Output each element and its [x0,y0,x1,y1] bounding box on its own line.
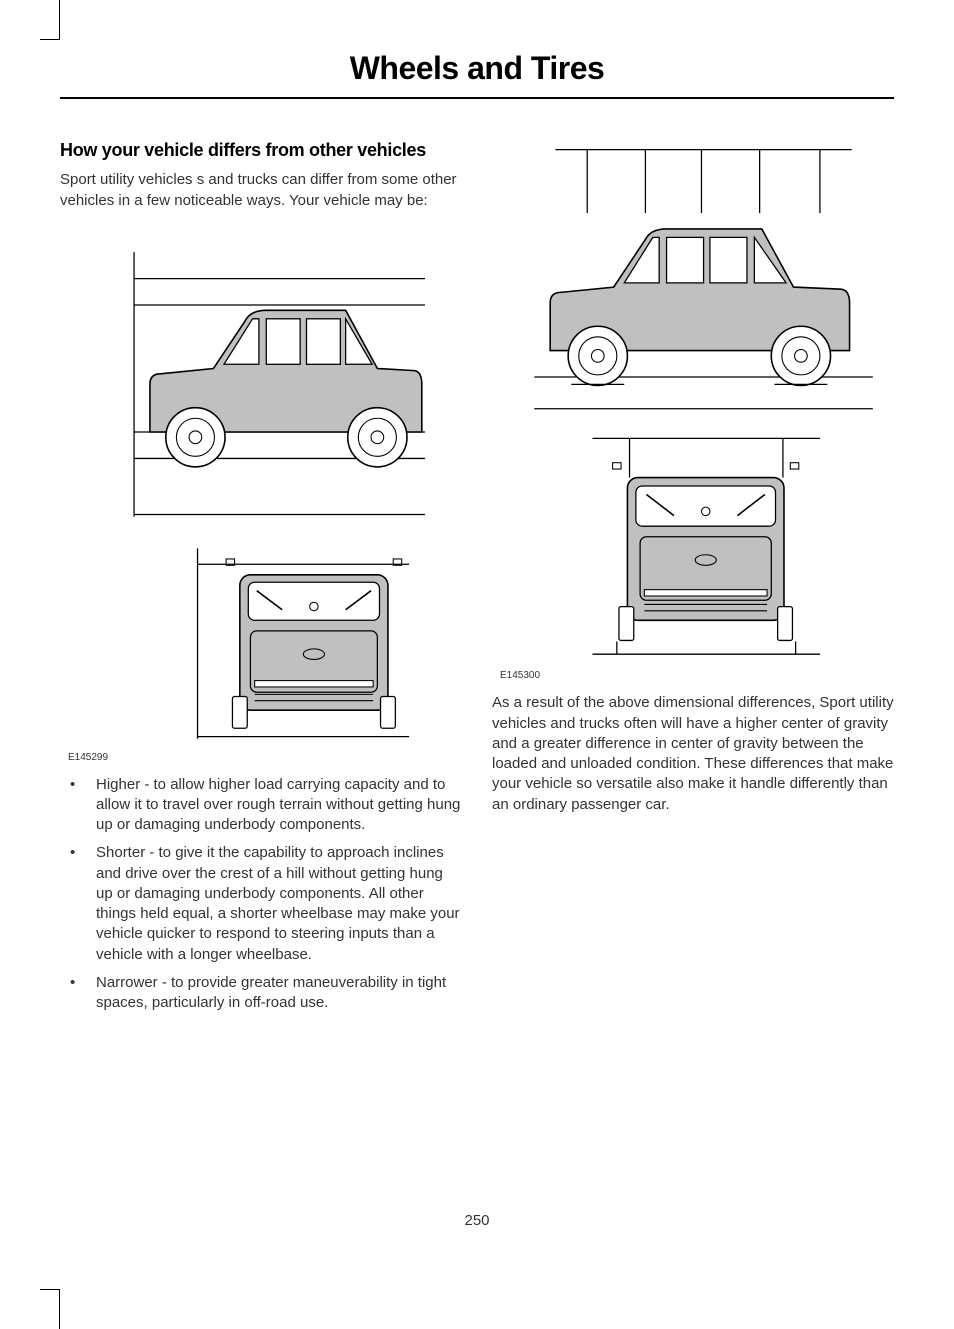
title-divider [60,97,894,99]
section-heading: How your vehicle differs from other vehi… [60,139,462,162]
conclusion-text: As a result of the above dimensional dif… [492,693,894,815]
list-item: Higher - to allow higher load carrying c… [60,775,462,836]
figure-2 [492,139,894,662]
intro-text: Sport utility vehicles s and trucks can … [60,170,462,211]
vehicle-height-diagram [60,231,462,739]
bullet-list: Higher - to allow higher load carrying c… [60,775,462,1014]
vehicle-width-diagram [492,139,894,657]
figure-1 [60,231,462,744]
list-item: Narrower - to provide greater maneuverab… [60,973,462,1014]
figure-2-label: E145300 [500,670,894,681]
figure-1-label: E145299 [68,752,462,763]
page-number: 250 [0,1212,954,1229]
list-item: Shorter - to give it the capability to a… [60,843,462,965]
left-column: How your vehicle differs from other vehi… [60,139,462,1021]
page-title: Wheels and Tires [60,50,894,87]
right-column: E145300 As a result of the above dimensi… [492,139,894,1021]
